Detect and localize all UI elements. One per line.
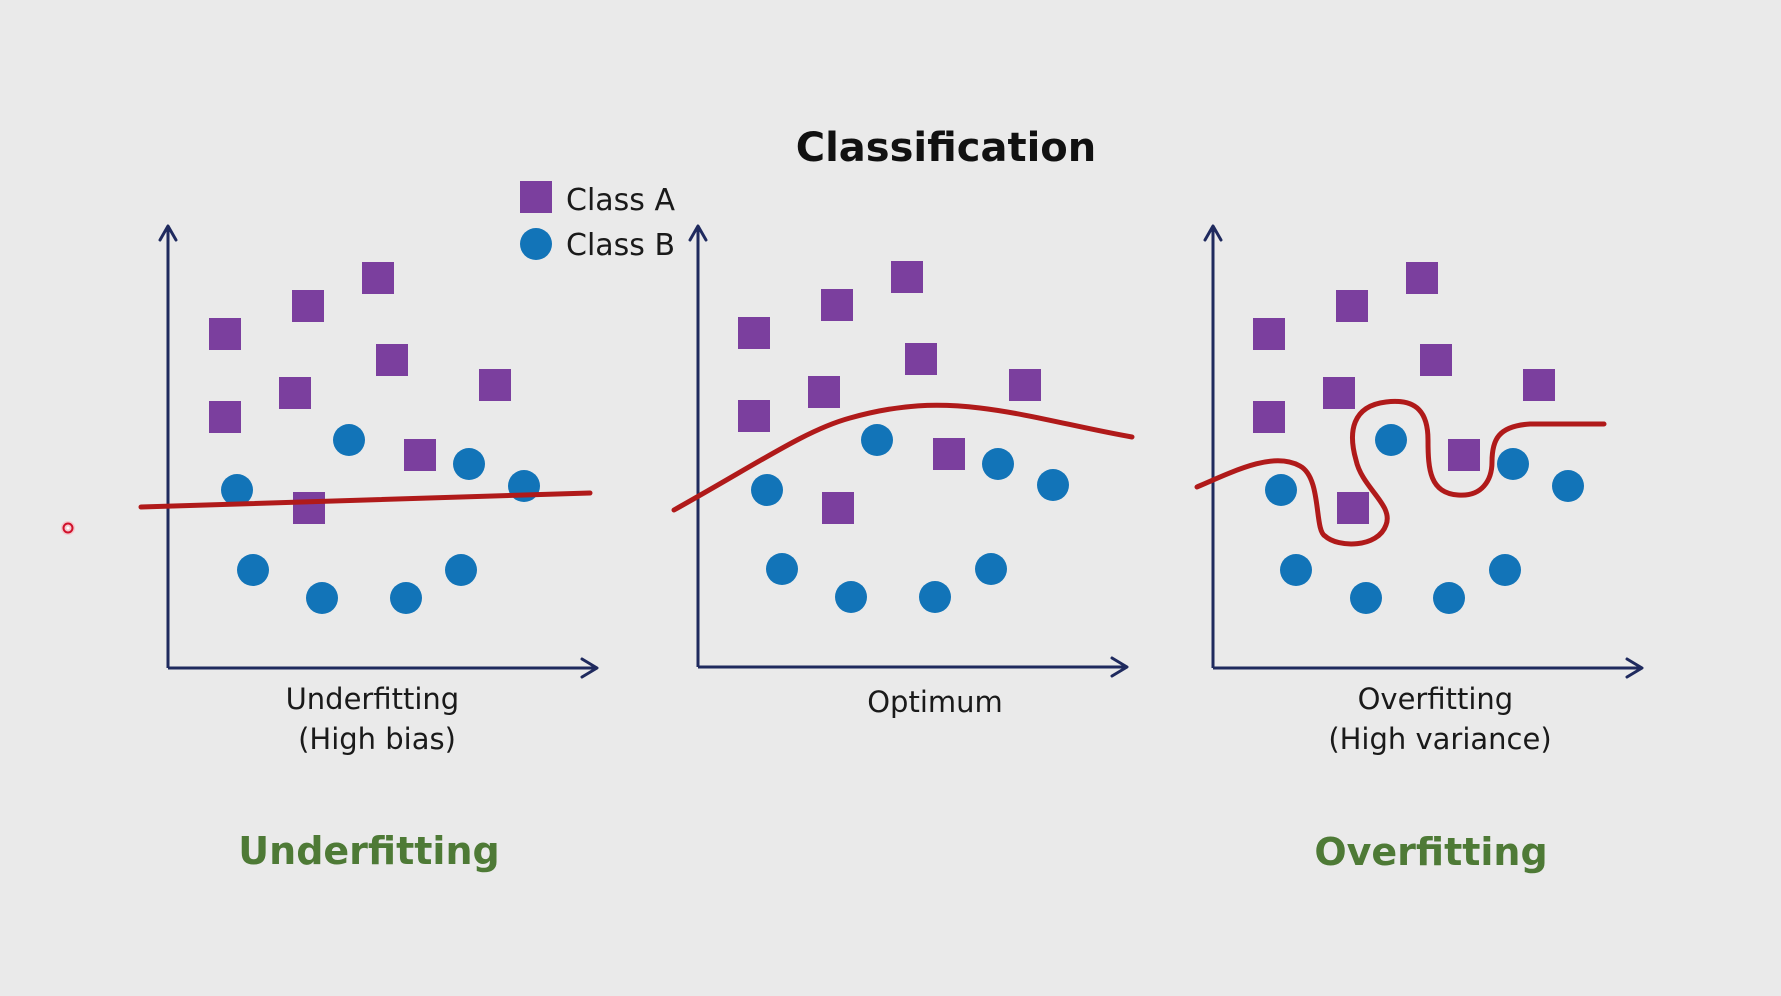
panel-overfitting-class-b-points [1265,424,1584,614]
class-a-point [1253,318,1285,350]
panel-overfitting: Overfitting (High variance) [1194,224,1644,756]
class-b-point [1265,474,1297,506]
y-axis-arrowhead [1203,224,1223,242]
class-b-point [975,553,1007,585]
class-a-point [1523,369,1555,401]
class-a-point [479,369,511,401]
y-axis-arrowhead [158,224,178,242]
class-b-point [861,424,893,456]
pointer-ring [62,522,74,534]
panel-overfitting-class-a-points [1253,262,1555,524]
pointer-center [66,526,70,530]
panel-optimum: Optimum [671,224,1135,719]
class-a-point [738,317,770,349]
y-axis-arrowhead [688,224,708,242]
class-b-point [835,581,867,613]
class-a-point [293,492,325,524]
class-b-point [445,554,477,586]
red-dot-pointer-icon [61,521,75,535]
class-a-point [905,343,937,375]
class-a-point [821,289,853,321]
class-b-point [390,582,422,614]
class-b-point [306,582,338,614]
class-b-point [919,581,951,613]
panel-optimum-caption: Optimum [867,685,1003,719]
panel-optimum-axes [688,224,1129,678]
panel-overfitting-caption: Overfitting (High variance) [1328,682,1551,756]
diagram-title: Classification [796,125,1097,171]
class-a-point [933,438,965,470]
x-axis-arrowhead [580,657,599,679]
class-b-point [982,448,1014,480]
class-a-point [1448,439,1480,471]
caption-line-1: Overfitting [1358,682,1514,716]
class-b-point [1489,554,1521,586]
class-b-point [751,474,783,506]
legend-class-a-marker [520,181,552,213]
class-b-point [1497,448,1529,480]
class-a-point [209,318,241,350]
panel-underfitting-axes [158,224,599,679]
class-a-point [738,400,770,432]
class-a-point [891,261,923,293]
x-axis-arrowhead [1625,657,1644,679]
class-a-point [1406,262,1438,294]
class-a-point [1323,377,1355,409]
class-a-point [292,290,324,322]
panel-optimum-class-b-points [751,424,1069,613]
class-a-point [1420,344,1452,376]
caption-line-2: (High variance) [1328,722,1551,756]
verdict-overfitting: Overfitting [1314,830,1547,874]
class-b-point [1433,582,1465,614]
class-a-point [209,401,241,433]
class-b-point [1037,469,1069,501]
class-b-point [766,553,798,585]
panel-overfitting-axes [1203,224,1644,679]
legend-class-b-marker [520,228,552,260]
class-b-point [1350,582,1382,614]
class-a-point [1337,492,1369,524]
class-b-point [1375,424,1407,456]
class-a-point [822,492,854,524]
class-b-point [1552,470,1584,502]
class-b-point [453,448,485,480]
panel-underfitting: Underfitting (High bias) [138,224,599,756]
x-axis-arrowhead [1110,656,1129,678]
class-a-point [1253,401,1285,433]
panel-underfitting-caption: Underfitting (High bias) [286,682,469,756]
panel-underfitting-class-b-points [221,424,540,614]
class-a-point [1009,369,1041,401]
caption-line-1: Optimum [867,685,1003,719]
class-a-point [362,262,394,294]
class-b-point [221,474,253,506]
class-a-point [279,377,311,409]
class-b-point [237,554,269,586]
class-a-point [1336,290,1368,322]
caption-line-1: Underfitting [286,682,460,716]
class-b-point [1280,554,1312,586]
class-a-point [404,439,436,471]
class-a-point [376,344,408,376]
caption-line-2: (High bias) [298,722,456,756]
panel-optimum-class-a-points [738,261,1041,524]
decision-boundary-underfit [138,490,593,510]
class-b-point [333,424,365,456]
decision-boundary-overfit [1194,398,1607,547]
legend: Class A Class B [520,181,675,263]
decision-boundary-optimum [671,402,1135,513]
legend-class-b-label: Class B [566,228,675,263]
panel-underfitting-class-a-points [209,262,511,524]
legend-class-a-label: Class A [566,183,675,218]
class-a-point [808,376,840,408]
verdict-underfitting: Underfitting [238,829,499,873]
